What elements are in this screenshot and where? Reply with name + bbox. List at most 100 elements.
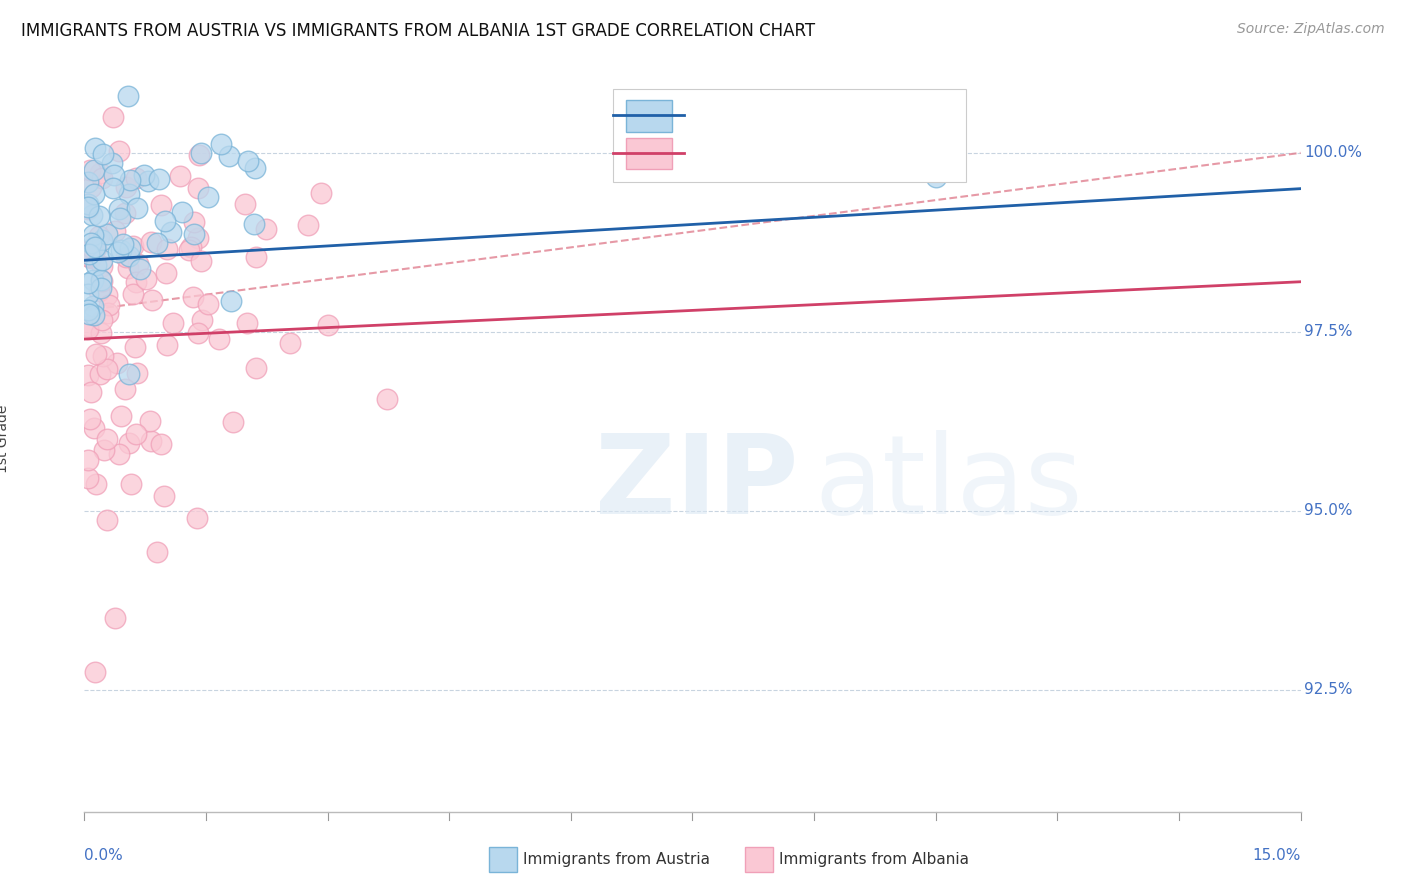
Text: 0.0%: 0.0% [84,847,124,863]
Point [77,246,100,260]
Point [89,284,111,298]
Point [124,426,146,441]
Point [107,144,129,158]
Point [150,198,173,212]
Point [77,202,100,216]
Point [77,321,100,335]
Point [80,208,103,222]
Point [104,224,127,238]
Point [125,171,148,186]
Point [187,231,209,245]
Point [103,168,125,182]
Point [139,434,162,448]
Point [90,273,112,287]
Point [84,141,107,155]
Point [110,244,132,258]
Point [77,471,100,485]
Point [87,209,110,223]
Point [125,275,148,289]
Point [108,211,131,225]
Point [108,202,131,216]
Point [118,367,141,381]
Point [145,545,167,559]
Point [77,287,100,301]
Point [77,249,100,263]
Point [84,665,107,679]
Point [91,147,114,161]
Point [121,239,143,253]
Point [197,190,219,204]
Text: atlas: atlas [814,431,1083,538]
Point [245,361,267,376]
Point [83,163,105,178]
Point [79,162,101,177]
Point [160,226,183,240]
Point [89,228,111,243]
Point [127,201,149,215]
Point [117,88,139,103]
Point [82,299,104,313]
Point [190,146,212,161]
Point [90,171,112,186]
Point [238,153,260,168]
Point [191,312,214,326]
Point [146,236,169,251]
Point [127,257,149,271]
Point [309,186,332,201]
Point [120,173,142,187]
Point [121,287,143,301]
Text: R = 0.259   N = 59: R = 0.259 N = 59 [689,106,846,124]
Point [155,337,177,351]
Point [172,205,194,219]
Point [90,280,112,294]
Point [114,206,136,220]
Point [80,384,103,399]
Point [96,513,118,527]
Point [90,260,112,274]
Point [125,366,148,380]
Point [107,244,129,259]
Text: 97.5%: 97.5% [1305,325,1353,339]
Point [186,511,208,525]
Point [135,272,157,286]
Point [139,414,162,428]
Point [111,237,134,252]
Point [208,332,231,346]
Point [96,433,118,447]
Point [96,227,118,241]
Point [84,241,107,255]
Point [84,346,107,360]
Point [91,252,114,267]
Point [90,326,112,340]
Point [155,266,177,280]
Point [84,258,107,272]
Point [139,235,162,249]
Point [80,179,103,194]
Point [162,316,184,330]
FancyBboxPatch shape [626,137,672,169]
Point [77,175,100,189]
Point [91,233,114,247]
Point [118,249,141,263]
Point [219,293,242,308]
Point [97,298,120,312]
Point [177,244,200,258]
FancyBboxPatch shape [626,101,672,132]
Point [152,489,174,503]
Point [117,436,139,450]
Point [77,276,100,290]
Point [77,452,100,467]
Point [129,261,152,276]
Point [141,293,163,307]
Point [118,187,141,202]
Point [83,421,105,435]
Point [80,241,103,255]
Point [181,290,204,304]
Point [101,110,124,124]
Point [93,443,115,458]
Point [84,240,107,254]
Point [91,313,114,327]
Point [97,305,120,319]
Point [80,252,103,266]
Point [118,242,141,256]
